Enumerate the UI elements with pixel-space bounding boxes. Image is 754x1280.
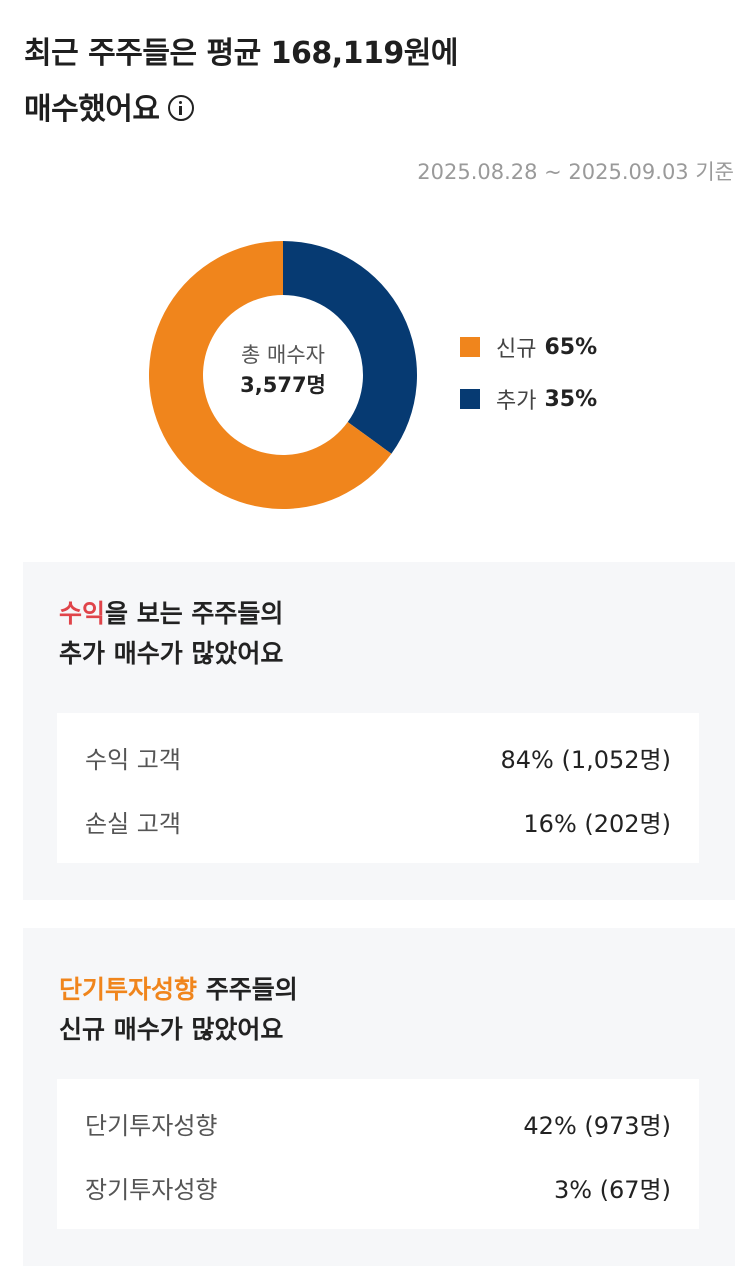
profit-highlight: 수익 xyxy=(59,599,106,628)
profit-row-label: 수익 고객 xyxy=(85,745,181,774)
legend-item-additional: 추가 35% xyxy=(460,382,597,416)
donut-center: 총 매수자 3,577명 xyxy=(148,340,418,400)
long-term-label: 장기투자성향 xyxy=(85,1175,218,1204)
date-range: 2025.08.28 ~ 2025.09.03 기준 xyxy=(417,160,734,184)
profit-card-title-line-2: 추가 매수가 많았어요 xyxy=(59,639,284,668)
profit-card-title-line-1: 수익을 보는 주주들의 xyxy=(59,594,283,634)
loss-row-value: 16% (202명) xyxy=(523,809,671,838)
style-title-rest: 주주들의 xyxy=(197,975,298,1004)
short-term-label: 단기투자성향 xyxy=(85,1111,218,1140)
style-card-title-line-2: 신규 매수가 많았어요 xyxy=(59,1015,284,1044)
donut-slice-additional xyxy=(283,241,417,454)
chart-legend: 신규 65% 추가 35% xyxy=(460,330,597,434)
donut-slice-new xyxy=(148,241,392,510)
style-card: 단기투자성향 주주들의 신규 매수가 많았어요 단기투자성향 42% (973명… xyxy=(23,928,735,1266)
title-line-2: 매수했어요 xyxy=(24,82,584,138)
title-line-2-text: 매수했어요 xyxy=(24,92,160,127)
loss-row-label: 손실 고객 xyxy=(85,809,181,838)
legend-label-new: 신규 xyxy=(496,337,537,362)
style-stats: 단기투자성향 42% (973명) 장기투자성향 3% (67명) xyxy=(57,1079,699,1229)
profit-card: 수익을 보는 주주들의 추가 매수가 많았어요 수익 고객 84% (1,052… xyxy=(23,562,735,900)
legend-pct-new: 65% xyxy=(544,334,598,360)
page-title: 최근 주주들은 평균 168,119원에 매수했어요 xyxy=(24,26,584,138)
profit-title-rest: 을 보는 주주들의 xyxy=(105,599,284,628)
legend-pct-additional: 35% xyxy=(544,386,598,412)
total-buyers-label: 총 매수자 xyxy=(241,343,325,367)
legend-label-additional: 추가 xyxy=(496,389,537,414)
total-buyers-count: 3,577명 xyxy=(240,373,326,397)
profit-row: 수익 고객 84% (1,052명) xyxy=(85,737,671,777)
info-circle-icon[interactable] xyxy=(167,94,194,121)
style-highlight: 단기투자성향 xyxy=(59,975,198,1004)
long-term-value: 3% (67명) xyxy=(553,1175,671,1204)
legend-item-new: 신규 65% xyxy=(460,330,597,364)
long-term-row: 장기투자성향 3% (67명) xyxy=(85,1167,671,1207)
style-card-title: 단기투자성향 주주들의 신규 매수가 많았어요 xyxy=(59,970,298,1050)
style-card-title-line-1: 단기투자성향 주주들의 xyxy=(59,970,298,1010)
profit-stats: 수익 고객 84% (1,052명) 손실 고객 16% (202명) xyxy=(57,713,699,863)
profit-row-value: 84% (1,052명) xyxy=(500,745,672,774)
short-term-value: 42% (973명) xyxy=(523,1111,671,1140)
loss-row: 손실 고객 16% (202명) xyxy=(85,801,671,841)
profit-card-title: 수익을 보는 주주들의 추가 매수가 많았어요 xyxy=(59,594,283,674)
title-line-1: 최근 주주들은 평균 168,119원에 xyxy=(24,36,458,71)
donut-chart xyxy=(148,241,417,510)
legend-swatch-additional xyxy=(460,389,480,409)
legend-swatch-new xyxy=(460,337,480,357)
short-term-row: 단기투자성향 42% (973명) xyxy=(85,1103,671,1143)
